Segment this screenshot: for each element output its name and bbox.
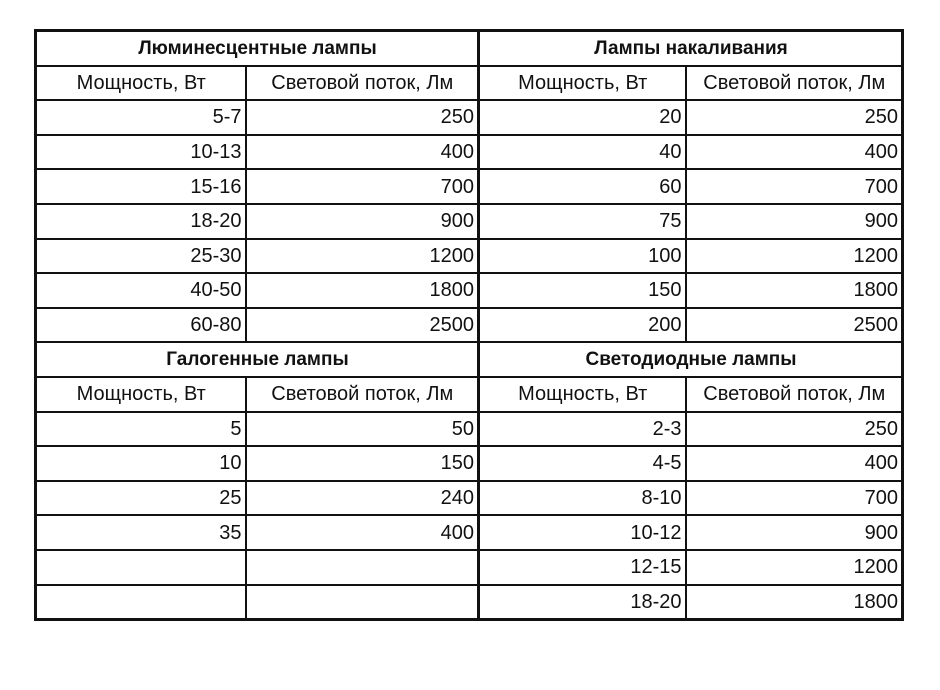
table-row: 60-80 2500 200 2500 bbox=[34, 306, 904, 344]
column-header-power: Мощность, Вт bbox=[34, 375, 247, 413]
flux-cell: 250 bbox=[244, 99, 480, 136]
power-cell: 25 bbox=[34, 479, 247, 517]
flux-cell: 2500 bbox=[244, 306, 480, 344]
table-row: 10 150 4-5 400 bbox=[34, 445, 904, 482]
flux-cell: 400 bbox=[684, 445, 904, 482]
power-cell: 60-80 bbox=[34, 306, 247, 344]
column-header-row: Мощность, Вт Световой поток, Лм Мощность, … bbox=[34, 64, 904, 102]
section-title: Лампы накаливания bbox=[477, 29, 904, 67]
table-row: 12-15 1200 bbox=[34, 548, 904, 586]
section-title-row: Галогенные лампы Светодиодные лампы bbox=[34, 341, 904, 378]
column-header-flux: Световой поток, Лм bbox=[244, 64, 480, 102]
table-row: 5-7 250 20 250 bbox=[34, 99, 904, 136]
column-header-flux: Световой поток, Лм bbox=[244, 375, 480, 413]
power-cell: 18-20 bbox=[34, 202, 247, 240]
flux-cell: 900 bbox=[684, 202, 904, 240]
table-row: 18-20 1800 bbox=[34, 583, 904, 621]
flux-cell: 1800 bbox=[684, 272, 904, 309]
flux-cell bbox=[244, 548, 480, 586]
flux-cell: 1800 bbox=[684, 583, 904, 621]
power-cell: 25-30 bbox=[34, 237, 247, 275]
power-cell: 2-3 bbox=[477, 410, 687, 448]
column-header-row: Мощность, Вт Световой поток, Лм Мощность, … bbox=[34, 375, 904, 413]
flux-cell: 150 bbox=[244, 445, 480, 482]
power-cell: 10 bbox=[34, 445, 247, 482]
power-cell: 5 bbox=[34, 410, 247, 448]
lamp-comparison-table: Люминесцентные лампы Лампы накаливания Мощ… bbox=[34, 29, 904, 622]
column-header-flux: Световой поток, Лм bbox=[684, 64, 904, 102]
power-cell bbox=[34, 548, 247, 586]
power-cell: 200 bbox=[477, 306, 687, 344]
flux-cell bbox=[244, 583, 480, 621]
table-row: 35 400 10-12 900 bbox=[34, 514, 904, 551]
table-body: Люминесцентные лампы Лампы накаливания Мощ… bbox=[34, 29, 904, 621]
table-row: 10-13 400 40 400 bbox=[34, 133, 904, 171]
power-cell: 12-15 bbox=[477, 548, 687, 586]
power-cell: 8-10 bbox=[477, 479, 687, 517]
power-cell: 5-7 bbox=[34, 99, 247, 136]
section-title-row: Люминесцентные лампы Лампы накаливания bbox=[34, 29, 904, 67]
flux-cell: 1200 bbox=[684, 237, 904, 275]
section-title: Светодиодные лампы bbox=[477, 341, 904, 378]
power-cell: 18-20 bbox=[477, 583, 687, 621]
power-cell: 20 bbox=[477, 99, 687, 136]
flux-cell: 700 bbox=[684, 479, 904, 517]
table-row: 25 240 8-10 700 bbox=[34, 479, 904, 517]
power-cell: 4-5 bbox=[477, 445, 687, 482]
flux-cell: 50 bbox=[244, 410, 480, 448]
section-title: Галогенные лампы bbox=[34, 341, 480, 378]
flux-cell: 1800 bbox=[244, 272, 480, 309]
flux-cell: 400 bbox=[244, 133, 480, 171]
power-cell: 10-13 bbox=[34, 133, 247, 171]
power-cell: 150 bbox=[477, 272, 687, 309]
power-cell: 10-12 bbox=[477, 514, 687, 551]
table-row: 25-30 1200 100 1200 bbox=[34, 237, 904, 275]
flux-cell: 900 bbox=[244, 202, 480, 240]
power-cell: 35 bbox=[34, 514, 247, 551]
power-cell bbox=[34, 583, 247, 621]
flux-cell: 400 bbox=[684, 133, 904, 171]
flux-cell: 250 bbox=[684, 99, 904, 136]
column-header-power: Мощность, Вт bbox=[477, 375, 687, 413]
power-cell: 40 bbox=[477, 133, 687, 171]
column-header-flux: Световой поток, Лм bbox=[684, 375, 904, 413]
power-cell: 40-50 bbox=[34, 272, 247, 309]
flux-cell: 240 bbox=[244, 479, 480, 517]
power-cell: 60 bbox=[477, 168, 687, 205]
flux-cell: 1200 bbox=[244, 237, 480, 275]
flux-cell: 900 bbox=[684, 514, 904, 551]
column-header-power: Мощность, Вт bbox=[477, 64, 687, 102]
power-cell: 75 bbox=[477, 202, 687, 240]
column-header-power: Мощность, Вт bbox=[34, 64, 247, 102]
table-row: 18-20 900 75 900 bbox=[34, 202, 904, 240]
flux-cell: 1200 bbox=[684, 548, 904, 586]
power-cell: 100 bbox=[477, 237, 687, 275]
power-cell: 15-16 bbox=[34, 168, 247, 205]
flux-cell: 700 bbox=[244, 168, 480, 205]
section-title: Люминесцентные лампы bbox=[34, 29, 480, 67]
flux-cell: 250 bbox=[684, 410, 904, 448]
flux-cell: 700 bbox=[684, 168, 904, 205]
flux-cell: 400 bbox=[244, 514, 480, 551]
table-row: 40-50 1800 150 1800 bbox=[34, 272, 904, 309]
flux-cell: 2500 bbox=[684, 306, 904, 344]
table-row: 5 50 2-3 250 bbox=[34, 410, 904, 448]
table-row: 15-16 700 60 700 bbox=[34, 168, 904, 205]
